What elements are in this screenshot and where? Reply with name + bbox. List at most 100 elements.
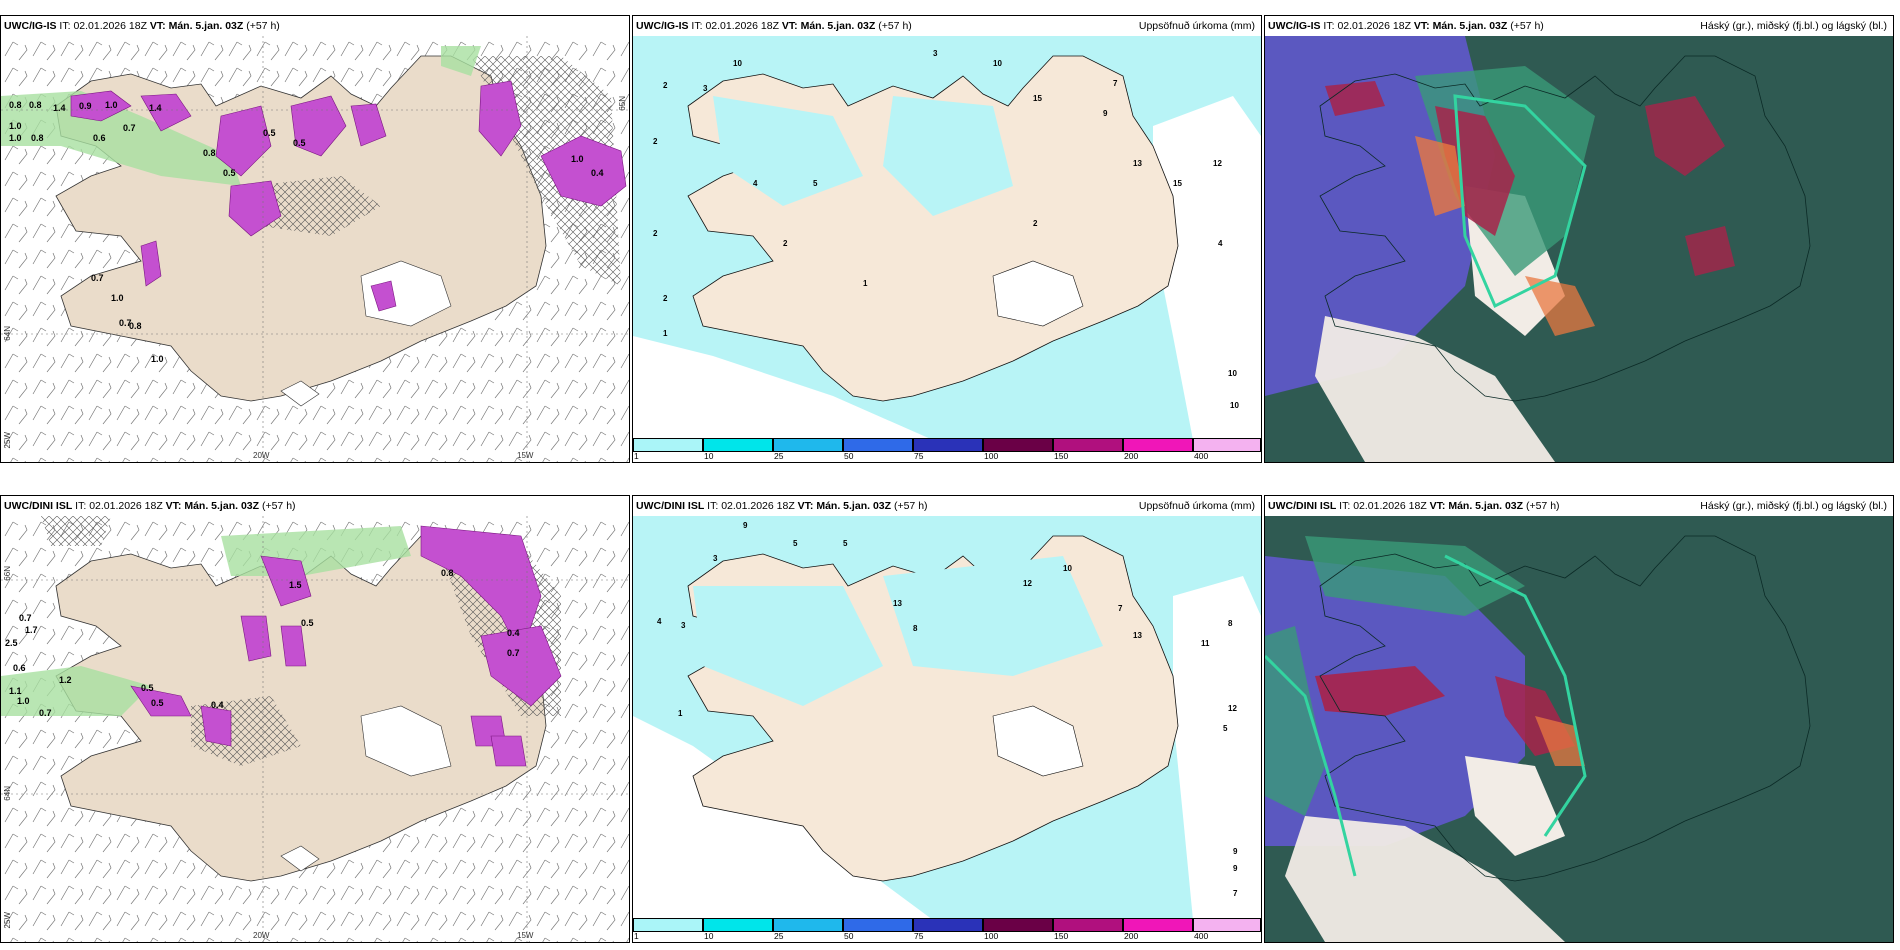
colorbar-swatch: [913, 918, 983, 932]
lead-time: (+57 h): [246, 20, 280, 32]
axis-label-15w: 15W: [517, 451, 534, 460]
high-cloud-red: [1645, 96, 1725, 176]
high-cloud-red: [1325, 81, 1385, 116]
panel-ig-is-precip-type: UWC/IG-IS IT: 02.01.2026 18Z VT: Mán. 5.…: [0, 15, 630, 463]
glacier: [280, 845, 320, 872]
axis-label-20w: 20W: [253, 931, 270, 940]
colorbar-label: 1: [634, 931, 639, 941]
low-cloud-green: [1265, 626, 1325, 816]
svg-text:11: 11: [1201, 639, 1210, 648]
iceland-outline: [1319, 55, 1811, 402]
svg-text:0.5: 0.5: [141, 683, 154, 693]
svg-text:13: 13: [893, 599, 902, 608]
panel-ig-is-clouds: UWC/IG-IS IT: 02.01.2026 18Z VT: Mán. 5.…: [1264, 15, 1894, 463]
map-plot: 9 5 3 5 4 3 13 8 12 10 7 8 11 12 5 9 9 7…: [633, 516, 1261, 920]
svg-text:3: 3: [703, 84, 708, 93]
svg-text:3: 3: [681, 621, 686, 630]
axis-label-66n: 66N: [3, 566, 12, 581]
panel-header: UWC/IG-IS IT: 02.01.2026 18Z VT: Mán. 5.…: [1265, 16, 1893, 36]
colorbar-label: 400: [1194, 931, 1209, 941]
init-time: 02.01.2026 18Z: [705, 20, 779, 32]
svg-text:0.5: 0.5: [293, 138, 306, 148]
colorbar-swatch: [1123, 438, 1193, 452]
colorbar-swatch: [843, 438, 913, 452]
panel-header: UWC/DINI ISL IT: 02.01.2026 18Z VT: Mán.…: [633, 496, 1261, 516]
svg-text:10: 10: [1063, 564, 1072, 573]
colorbar-label: 50: [844, 931, 854, 941]
map-plot: 0.7 1.7 2.5 0.6 1.2 1.1 1.0 0.7 0.5 0.4 …: [1, 516, 629, 942]
axis-label-25w: 25W: [3, 431, 12, 448]
svg-text:1.0: 1.0: [111, 293, 124, 303]
svg-text:0.7: 0.7: [91, 273, 104, 283]
cloud-edge-contour: [1265, 654, 1357, 877]
colorbar-swatch: [633, 918, 703, 932]
svg-text:12: 12: [1228, 704, 1237, 713]
axis-label-65n: 65N: [618, 96, 627, 111]
colorbar-swatch: [703, 438, 773, 452]
axis-label-64n: 64N: [3, 326, 12, 341]
high-cloud-orange: [1525, 276, 1595, 336]
rain-zone: [1, 91, 241, 186]
svg-text:0.5: 0.5: [301, 618, 314, 628]
svg-text:0.7: 0.7: [19, 613, 32, 623]
axis-label-15w: 15W: [517, 931, 534, 940]
colorbar-swatch: [703, 918, 773, 932]
svg-text:7: 7: [1118, 604, 1123, 613]
svg-text:0.8: 0.8: [203, 148, 216, 158]
iceland-outline: [1319, 535, 1811, 882]
svg-text:2.5: 2.5: [5, 638, 18, 648]
panel-ig-is-accum-precip: UWC/IG-IS IT: 02.01.2026 18Z VT: Mán. 5.…: [632, 15, 1262, 463]
colorbar-label: 10: [704, 931, 714, 941]
colorbar-label: 25: [774, 931, 784, 941]
colorbar-swatch: [773, 918, 843, 932]
colorbar-label: 25: [774, 451, 784, 461]
svg-text:1.1: 1.1: [9, 686, 22, 696]
init-time: 02.01.2026 18Z: [1337, 20, 1411, 32]
svg-text:8: 8: [1228, 619, 1233, 628]
svg-text:1.7: 1.7: [25, 625, 38, 635]
high-cloud-red: [1685, 226, 1735, 276]
svg-text:10: 10: [993, 59, 1002, 68]
panel-header: UWC/IG-IS IT: 02.01.2026 18Z VT: Mán. 5.…: [1, 16, 629, 36]
svg-text:0.7: 0.7: [119, 318, 132, 328]
low-cloud-green: [1305, 536, 1525, 616]
svg-text:3: 3: [933, 49, 938, 58]
svg-text:7: 7: [1113, 79, 1118, 88]
colorbar-label: 150: [1054, 931, 1069, 941]
map-plot: 2 3 10 2 2 2 10 3 4 2 1 5 15 9 7 13 12 1…: [633, 36, 1261, 440]
dry-area: [1173, 576, 1261, 920]
svg-text:5: 5: [813, 179, 818, 188]
svg-text:1: 1: [863, 279, 868, 288]
svg-text:15: 15: [1033, 94, 1042, 103]
svg-text:1: 1: [663, 329, 668, 338]
colorbar-label: 150: [1054, 451, 1069, 461]
svg-text:0.7: 0.7: [39, 708, 52, 718]
colorbar-label: 200: [1124, 451, 1139, 461]
panel-dini-isl-accum-precip: UWC/DINI ISL IT: 02.01.2026 18Z VT: Mán.…: [632, 495, 1262, 943]
rain-zone: [441, 46, 481, 76]
colorbar-swatch: [913, 438, 983, 452]
valid-time: Mán. 5.jan. 03Z: [168, 20, 244, 32]
colorbar-swatch: [843, 918, 913, 932]
colorbar-label: 1: [634, 451, 639, 461]
svg-text:1.0: 1.0: [9, 121, 22, 131]
high-cloud-orange: [1415, 136, 1465, 216]
svg-text:0.4: 0.4: [591, 168, 604, 178]
high-cloud-red: [1315, 666, 1445, 716]
colorbar-swatch: [1193, 918, 1261, 932]
colorbar-label: 50: [844, 451, 854, 461]
clear-area: [1465, 756, 1565, 856]
accum-value-labels: 9 5 3 5 4 3 13 8 12 10 7 8 11 12 5 9 9 7…: [657, 521, 1238, 898]
map-plot: [1265, 516, 1893, 942]
init-time: 02.01.2026 18Z: [89, 500, 163, 512]
precip-patch: [693, 586, 883, 706]
precip-patch: [883, 556, 1103, 676]
accum-value-labels: 2 3 10 2 2 2 10 3 4 2 1 5 15 9 7 13 12 1…: [653, 49, 1239, 410]
axis-label-64n: 64N: [3, 786, 12, 801]
svg-text:12: 12: [1213, 159, 1222, 168]
svg-text:2: 2: [653, 229, 658, 238]
colorbar-swatch: [773, 438, 843, 452]
svg-text:0.8: 0.8: [29, 100, 42, 110]
glacier: [360, 705, 452, 777]
colorbar-label: 75: [914, 931, 924, 941]
